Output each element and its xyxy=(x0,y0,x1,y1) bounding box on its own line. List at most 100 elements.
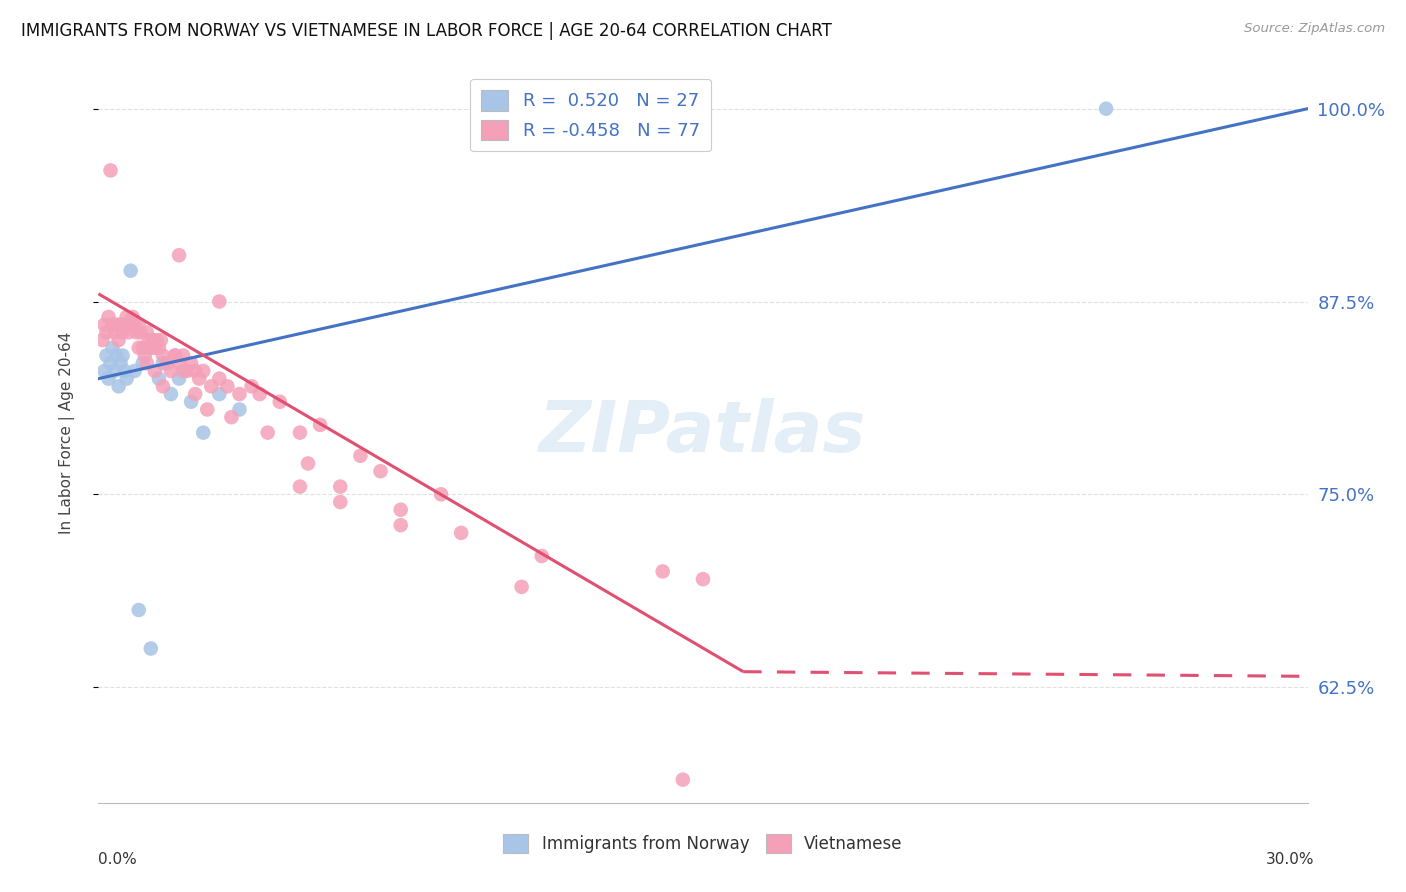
Point xyxy=(193,364,215,378)
Point xyxy=(510,580,533,594)
Point xyxy=(240,379,263,393)
Point xyxy=(249,387,271,401)
Point xyxy=(672,772,695,787)
Point xyxy=(148,371,170,385)
Text: 30.0%: 30.0% xyxy=(1267,852,1315,867)
Point xyxy=(128,603,150,617)
Point xyxy=(309,417,332,432)
Point xyxy=(160,364,183,378)
Point xyxy=(217,379,239,393)
Point xyxy=(188,371,211,385)
Point xyxy=(208,371,231,385)
Point xyxy=(101,318,124,332)
Point xyxy=(450,525,472,540)
Point xyxy=(101,341,124,355)
Point xyxy=(97,371,120,385)
Point xyxy=(195,402,218,417)
Point xyxy=(105,349,128,363)
Point xyxy=(152,356,174,370)
Point xyxy=(176,364,198,378)
Point xyxy=(103,364,125,378)
Point xyxy=(110,318,132,332)
Y-axis label: In Labor Force | Age 20-64: In Labor Force | Age 20-64 xyxy=(59,332,75,533)
Point xyxy=(124,318,146,332)
Point xyxy=(132,356,155,370)
Point xyxy=(118,326,141,340)
Point xyxy=(143,364,166,378)
Point xyxy=(128,341,150,355)
Point xyxy=(138,333,160,347)
Point xyxy=(120,318,142,332)
Point xyxy=(152,349,174,363)
Point xyxy=(135,356,157,370)
Point xyxy=(156,356,179,370)
Point xyxy=(163,349,186,363)
Point xyxy=(221,410,243,425)
Point xyxy=(389,502,412,516)
Point xyxy=(103,326,125,340)
Point xyxy=(107,333,129,347)
Point xyxy=(430,487,453,501)
Point xyxy=(111,326,134,340)
Point xyxy=(97,310,120,324)
Point xyxy=(167,248,190,262)
Point xyxy=(288,480,311,494)
Point xyxy=(93,318,115,332)
Point xyxy=(152,379,174,393)
Point xyxy=(149,333,172,347)
Point xyxy=(107,379,129,393)
Point xyxy=(120,263,142,277)
Point xyxy=(124,364,146,378)
Point xyxy=(329,480,352,494)
Point xyxy=(139,641,162,656)
Point xyxy=(180,356,202,370)
Point xyxy=(256,425,278,440)
Point xyxy=(389,518,412,533)
Point xyxy=(110,356,132,370)
Point xyxy=(228,387,250,401)
Point xyxy=(93,364,115,378)
Point xyxy=(134,349,156,363)
Point xyxy=(115,371,138,385)
Point xyxy=(100,356,122,370)
Point xyxy=(148,341,170,355)
Point xyxy=(370,464,392,478)
Point xyxy=(200,379,222,393)
Point xyxy=(105,318,128,332)
Point xyxy=(288,425,311,440)
Point xyxy=(651,565,673,579)
Text: ZIPatlas: ZIPatlas xyxy=(540,398,866,467)
Point xyxy=(172,349,194,363)
Point xyxy=(132,341,155,355)
Point xyxy=(96,349,118,363)
Point xyxy=(167,356,190,370)
Point xyxy=(129,326,152,340)
Point xyxy=(100,163,122,178)
Point xyxy=(135,326,157,340)
Point xyxy=(125,326,148,340)
Point xyxy=(128,318,150,332)
Point xyxy=(139,341,162,355)
Point xyxy=(329,495,352,509)
Point xyxy=(349,449,371,463)
Point xyxy=(692,572,714,586)
Point xyxy=(180,394,202,409)
Point xyxy=(135,341,157,355)
Legend: Immigrants from Norway, Vietnamese: Immigrants from Norway, Vietnamese xyxy=(495,825,911,861)
Text: Source: ZipAtlas.com: Source: ZipAtlas.com xyxy=(1244,22,1385,36)
Point xyxy=(269,394,291,409)
Point xyxy=(163,349,186,363)
Point xyxy=(115,310,138,324)
Point xyxy=(96,326,118,340)
Point xyxy=(530,549,553,563)
Point xyxy=(143,341,166,355)
Point xyxy=(91,333,114,347)
Point xyxy=(172,364,194,378)
Point xyxy=(160,387,183,401)
Point xyxy=(111,349,134,363)
Point xyxy=(208,294,231,309)
Text: IMMIGRANTS FROM NORWAY VS VIETNAMESE IN LABOR FORCE | AGE 20-64 CORRELATION CHAR: IMMIGRANTS FROM NORWAY VS VIETNAMESE IN … xyxy=(21,22,832,40)
Point xyxy=(114,318,136,332)
Point xyxy=(1095,102,1118,116)
Point xyxy=(121,310,143,324)
